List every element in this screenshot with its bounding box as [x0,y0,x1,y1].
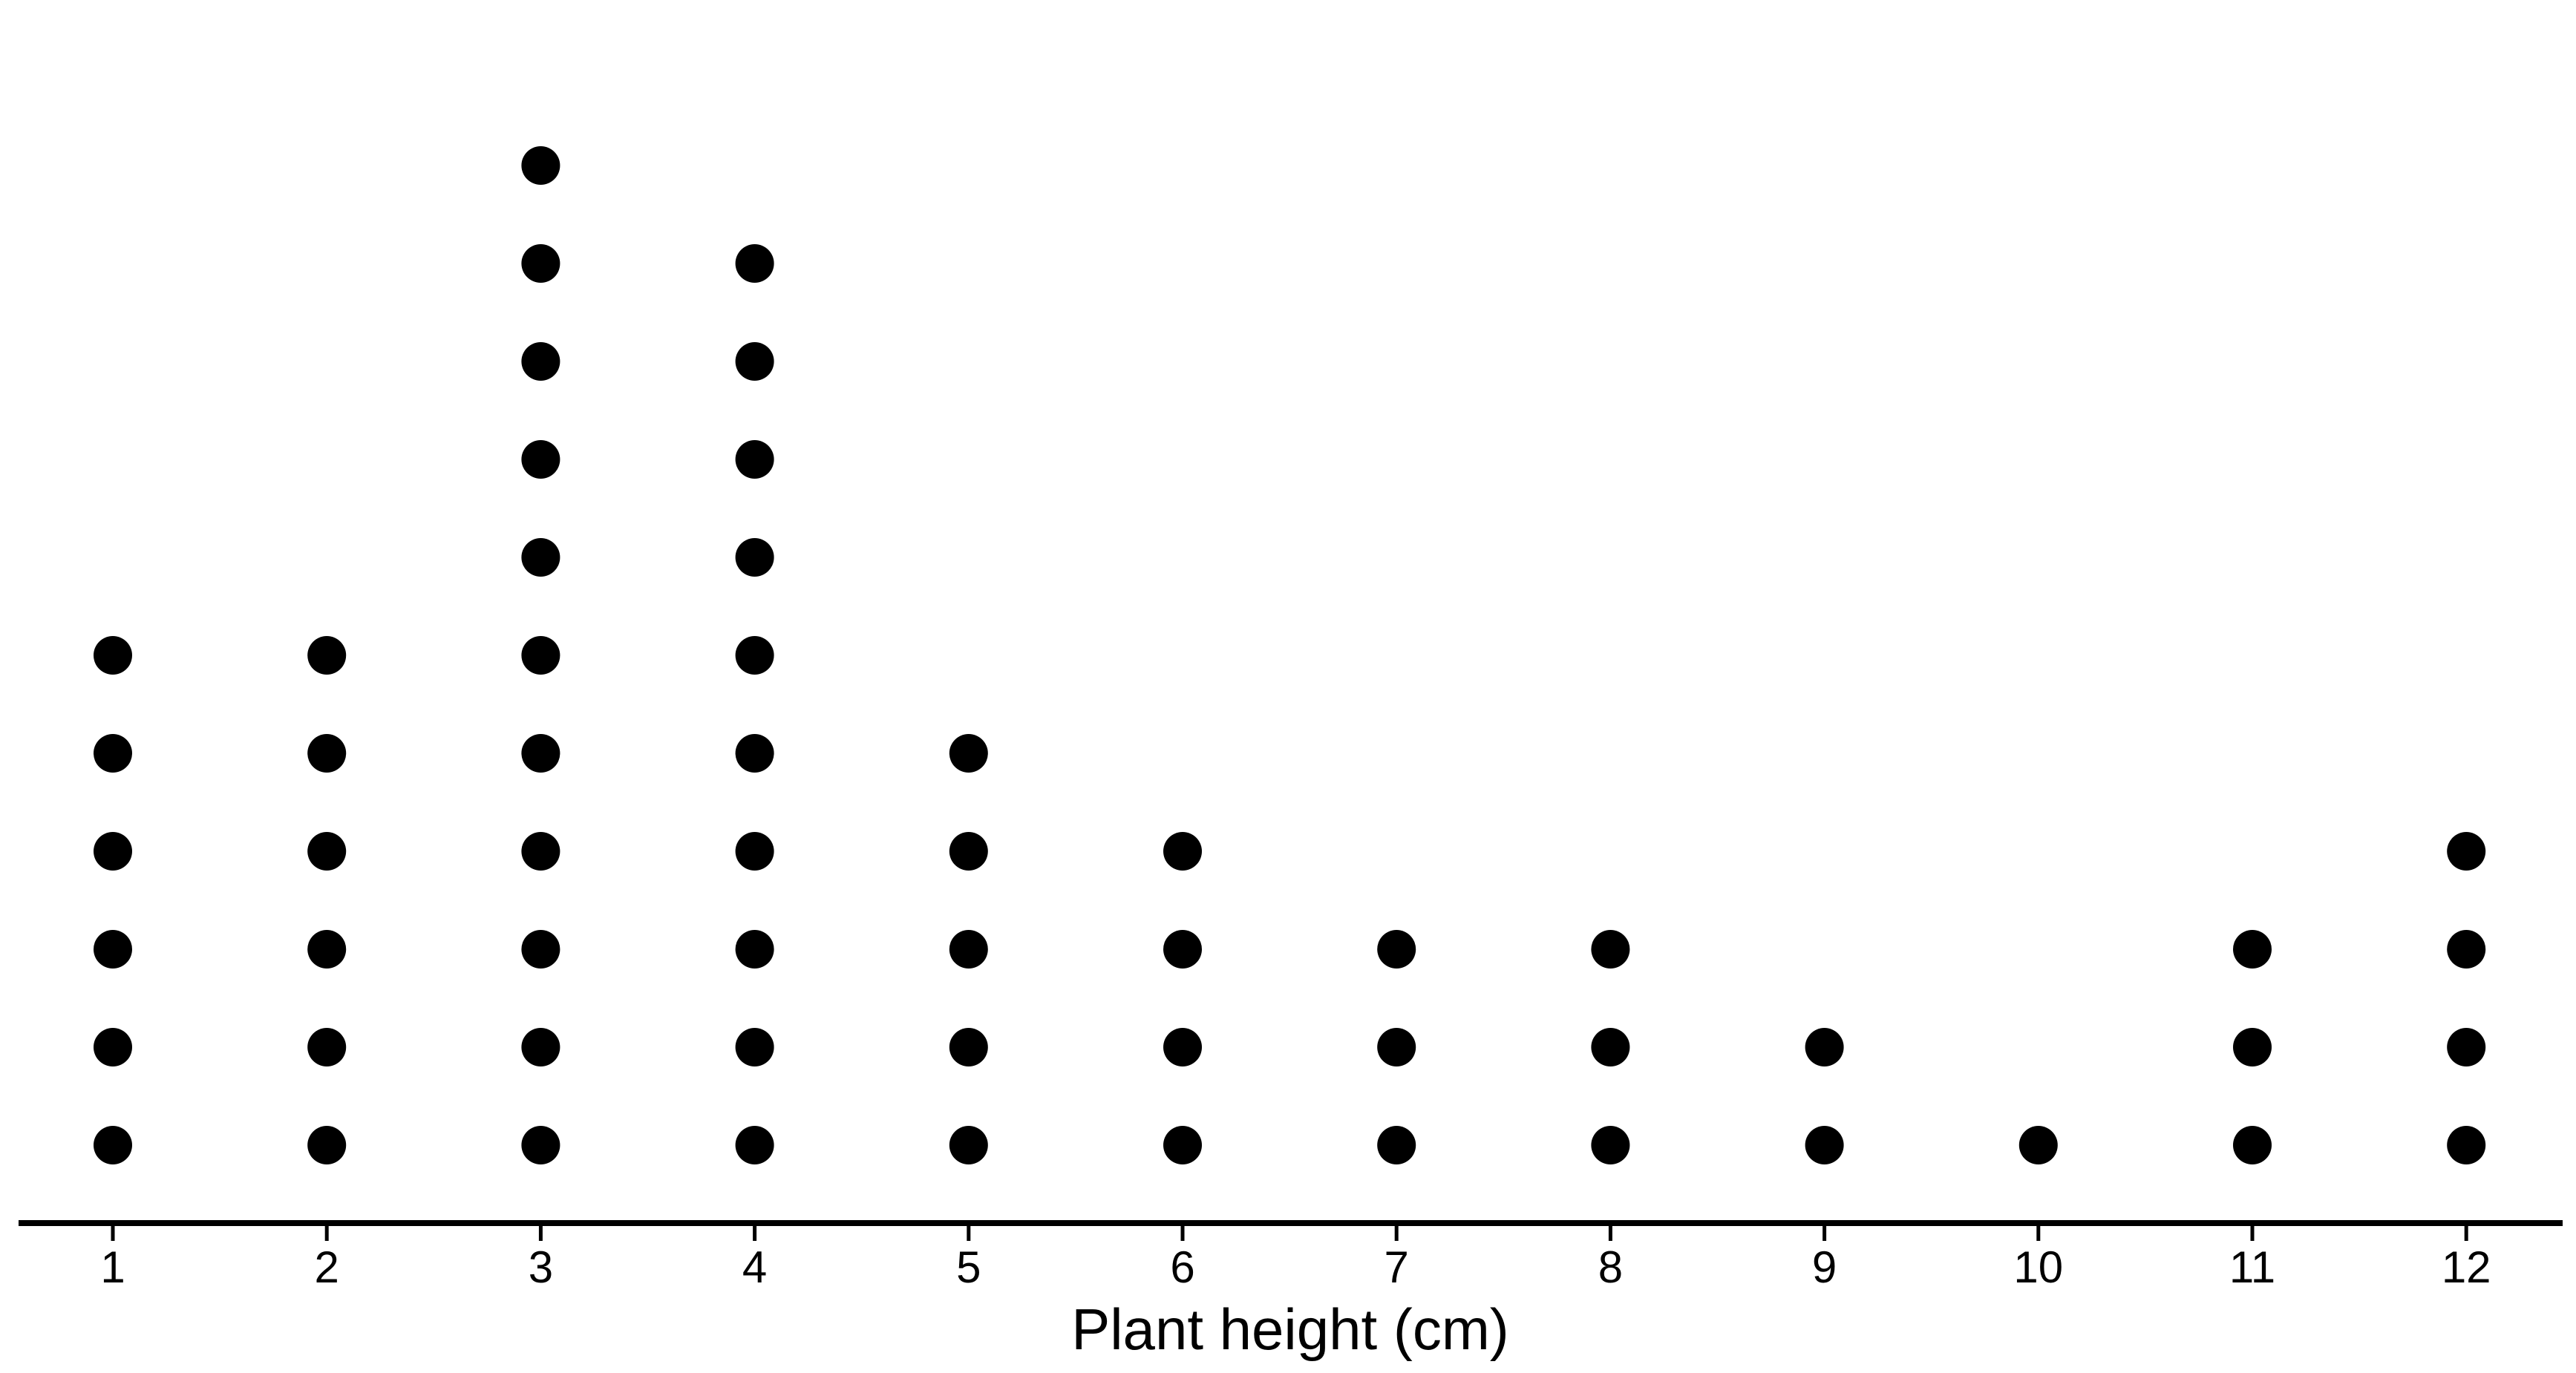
x-tick-label: 8 [1598,1242,1623,1292]
x-tick-label: 5 [956,1242,981,1292]
dot-mark [521,146,560,185]
dot-mark [1377,1126,1416,1164]
dot-mark [735,1126,774,1164]
x-axis-title: Plant height (cm) [1071,1297,1509,1362]
dot-mark [521,1028,560,1066]
dot-mark [307,930,347,969]
dot-mark [2447,930,2486,969]
dot-mark [94,1126,132,1164]
dot-mark [2447,1126,2486,1164]
dot-mark [94,734,132,773]
dot-mark [2447,1028,2486,1066]
dot-mark [521,538,560,577]
dot-mark [1163,832,1202,871]
dot-mark [1163,1126,1202,1164]
x-tick-label: 3 [529,1242,553,1292]
dot-mark [735,1028,774,1066]
dot-mark [2447,832,2486,871]
dot-mark [1805,1126,1844,1164]
dot-mark [735,734,774,773]
dot-mark [521,832,560,871]
dot-mark [521,636,560,675]
dot-mark [1377,1028,1416,1066]
dot-mark [735,244,774,283]
dot-mark [949,930,988,969]
x-tick-label: 10 [2013,1242,2063,1292]
dot-mark [1591,1028,1630,1066]
x-tick-label: 12 [2442,1242,2491,1292]
dot-mark [307,832,347,871]
x-axis-ticks: 1 2 3 4 5 6 7 8 9 10 11 12 [100,1223,2491,1292]
dot-mark [2233,930,2272,969]
dot-mark [949,1028,988,1066]
dot-mark [949,734,988,773]
dot-mark [735,636,774,675]
dot-mark [1591,930,1630,969]
dot-mark [94,832,132,871]
dot-mark [521,342,560,381]
dot-mark [94,636,132,675]
dot-mark [2233,1028,2272,1066]
dot-mark [521,734,560,773]
x-tick-label: 9 [1812,1242,1837,1292]
dots-layer [94,146,2486,1164]
dot-mark [735,930,774,969]
dot-mark [521,1126,560,1164]
dot-mark [307,636,347,675]
dot-mark [94,930,132,969]
dot-mark [735,832,774,871]
dot-mark [1163,1028,1202,1066]
dot-mark [1163,930,1202,969]
dot-mark [307,1126,347,1164]
dot-mark [949,832,988,871]
dot-mark [2233,1126,2272,1164]
dot-mark [735,440,774,479]
x-tick-label: 7 [1385,1242,1409,1292]
dot-mark [521,244,560,283]
dot-mark [1805,1028,1844,1066]
dot-mark [2018,1126,2058,1164]
dot-mark [307,734,347,773]
dot-mark [307,1028,347,1066]
dot-mark [1377,930,1416,969]
x-tick-label: 6 [1170,1242,1194,1292]
dot-mark [949,1126,988,1164]
dot-mark [521,440,560,479]
x-tick-label: 4 [742,1242,767,1292]
dot-mark [735,538,774,577]
dot-mark [735,342,774,381]
dot-mark [521,930,560,969]
x-tick-label: 2 [315,1242,339,1292]
dot-mark [94,1028,132,1066]
dot-mark [1591,1126,1630,1164]
x-tick-label: 1 [100,1242,125,1292]
x-tick-label: 11 [2229,1242,2275,1292]
